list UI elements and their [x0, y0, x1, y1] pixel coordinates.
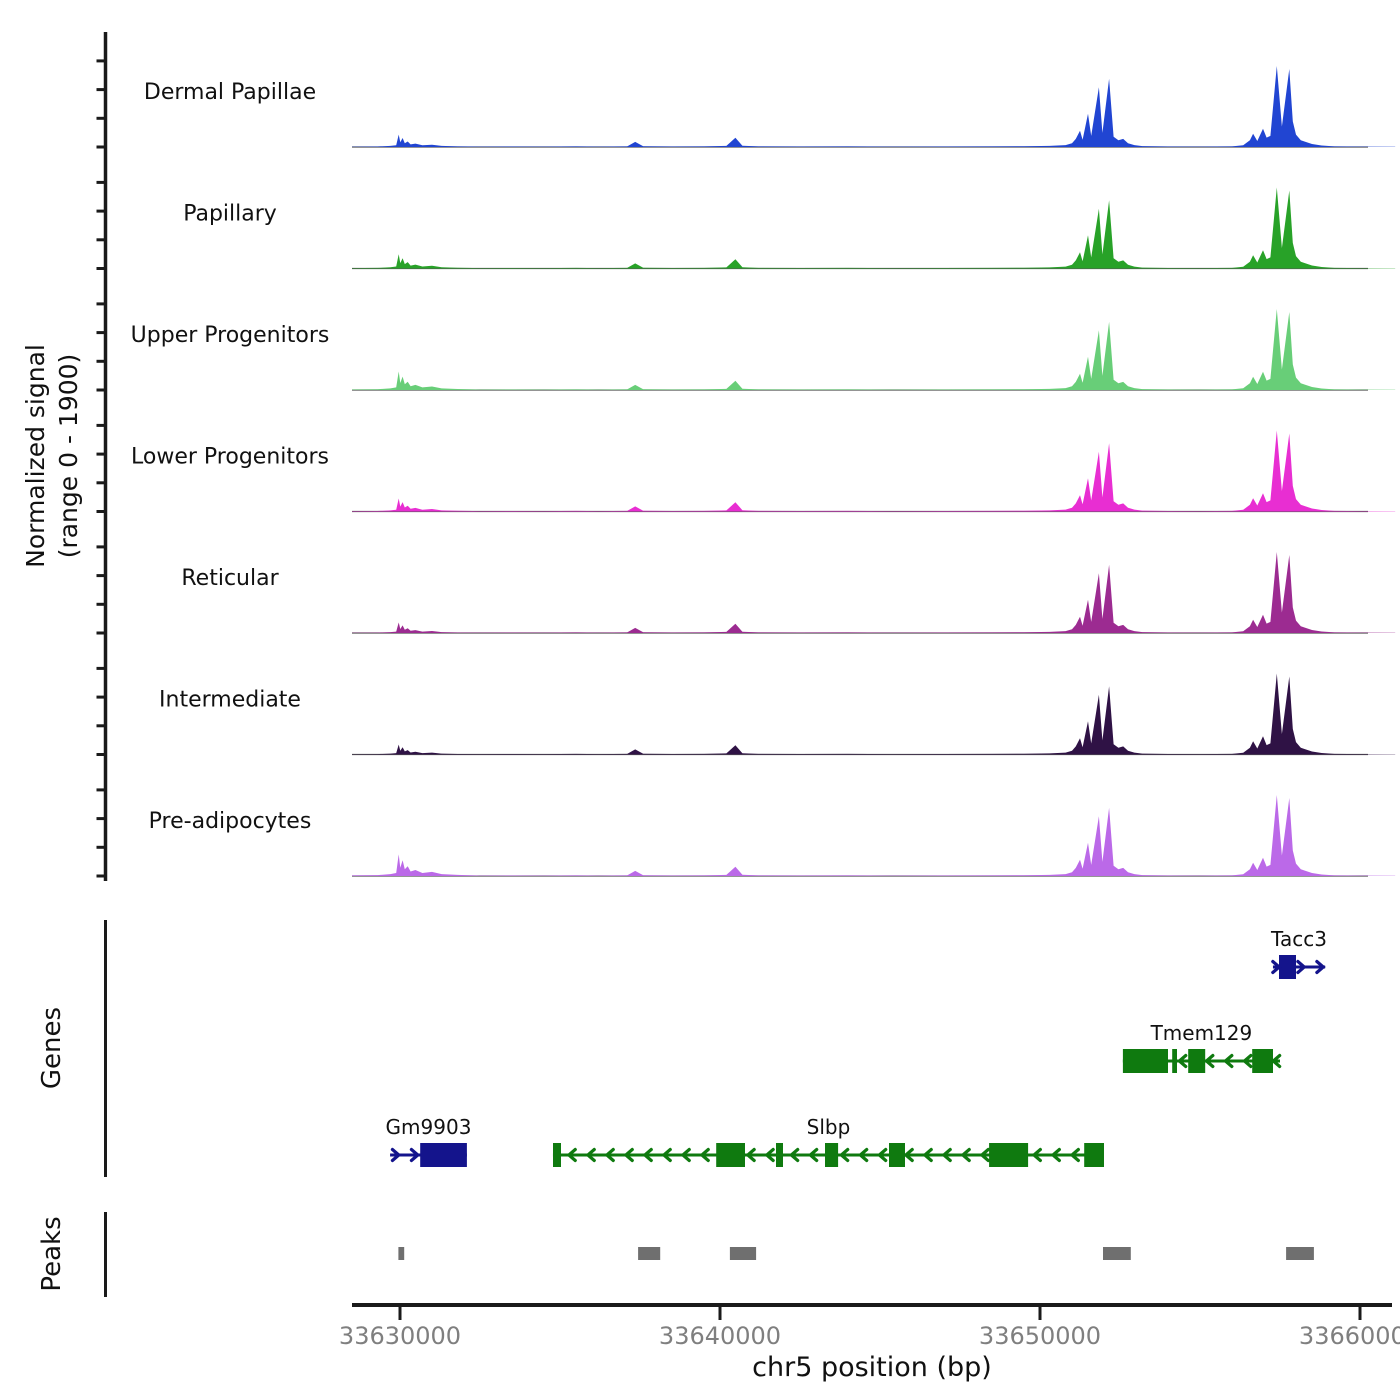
x-tick-label-33660000: 33660000: [1299, 1322, 1400, 1350]
signal-y-axis-ticks: [96, 59, 106, 878]
strand-arrow-icon: [838, 1147, 850, 1163]
strand-arrow-icon: [604, 1147, 615, 1163]
peak-rect: [398, 1247, 405, 1260]
genes-section-label: Genes: [37, 1007, 67, 1089]
strand-arrow-icon: [745, 1147, 756, 1163]
gene-gm9903: Gm9903: [386, 1115, 472, 1167]
signal-area-papillary: [352, 187, 1396, 269]
exon-box: [553, 1143, 561, 1167]
peak-intervals: [398, 1247, 1314, 1260]
exon-box: [889, 1143, 905, 1167]
track-label-upper-progenitors: Upper Progenitors: [131, 323, 330, 348]
signal-tracks: Dermal Papillae Papillary Upper Progenitor…: [131, 66, 1396, 877]
strand-arrow-icon: [699, 1147, 710, 1163]
x-axis-ticks: 33630000 33640000 33650000 33660000: [339, 1305, 1400, 1350]
strand-arrow-icon: [585, 1147, 596, 1163]
strand-arrow-icon: [1296, 959, 1307, 975]
strand-arrow-icon: [903, 1147, 914, 1163]
exon-box: [1252, 1049, 1273, 1073]
x-tick-label-33630000: 33630000: [339, 1322, 461, 1350]
gene-tacc3: Tacc3: [1270, 927, 1327, 979]
strand-arrow-icon: [1241, 1053, 1253, 1069]
strand-arrow-icon: [1203, 1053, 1215, 1069]
peak-rect: [638, 1247, 661, 1260]
strand-arrow-icon: [960, 1147, 971, 1163]
signal-area-upper-progenitors: [352, 309, 1396, 390]
strand-arrow-icon: [1176, 1053, 1188, 1069]
gene-label-gm9903: Gm9903: [386, 1115, 472, 1139]
strand-arrow-icon: [788, 1147, 800, 1163]
track-label-intermediate: Intermediate: [159, 688, 301, 713]
peak-rect: [1103, 1247, 1131, 1260]
exon-box: [420, 1143, 467, 1167]
signal-area-intermediate: [352, 673, 1396, 755]
exon-box: [1188, 1049, 1206, 1073]
track-label-lower-progenitors: Lower Progenitors: [131, 445, 329, 470]
strand-arrow-icon: [1069, 1147, 1080, 1163]
strand-arrow-icon: [807, 1147, 819, 1163]
gene-label-slbp: Slbp: [807, 1115, 851, 1139]
x-tick-label-33640000: 33640000: [659, 1322, 781, 1350]
strand-arrow-icon: [857, 1147, 869, 1163]
track-label-papillary: Papillary: [183, 202, 277, 227]
strand-arrow-icon: [876, 1147, 888, 1163]
strand-arrow-icon: [1050, 1147, 1061, 1163]
track-label-reticular: Reticular: [181, 566, 279, 591]
strand-arrow-icon: [390, 1147, 402, 1163]
x-tick-label-33650000: 33650000: [979, 1322, 1101, 1350]
y-axis-label-line1: Normalized signal: [21, 344, 50, 568]
strand-arrow-icon: [1315, 959, 1326, 975]
exon-box: [1172, 1049, 1177, 1073]
signal-area-dermal-papillae: [352, 66, 1396, 147]
signal-area-reticular: [352, 552, 1396, 633]
gene-models: Tacc3 Tmem129 Gm9903 Slbp: [386, 927, 1327, 1167]
track-label-dermal-papillae: Dermal Papillae: [144, 80, 316, 105]
exon-box: [776, 1143, 783, 1167]
strand-arrow-icon: [409, 1147, 421, 1163]
y-axis-label-line2: (range 0 - 1900): [54, 354, 83, 559]
strand-arrow-icon: [642, 1147, 653, 1163]
x-axis-title: chr5 position (bp): [752, 1352, 992, 1383]
exon-box: [1122, 1049, 1168, 1073]
gene-slbp: Slbp: [552, 1115, 1104, 1167]
strand-arrow-icon: [1270, 1053, 1282, 1069]
strand-arrow-icon: [623, 1147, 634, 1163]
strand-arrow-icon: [661, 1147, 672, 1163]
exon-box: [716, 1143, 745, 1167]
exon-box: [1279, 955, 1296, 979]
strand-arrow-icon: [680, 1147, 691, 1163]
gene-label-tmem129: Tmem129: [1150, 1021, 1253, 1045]
gene-tmem129: Tmem129: [1122, 1021, 1282, 1073]
gene-label-tacc3: Tacc3: [1270, 927, 1327, 951]
strand-arrow-icon: [941, 1147, 952, 1163]
strand-arrow-icon: [979, 1147, 990, 1163]
peaks-section-label: Peaks: [37, 1216, 67, 1291]
peak-rect: [1286, 1247, 1314, 1260]
exon-box: [1084, 1143, 1104, 1167]
strand-arrow-icon: [1222, 1053, 1234, 1069]
strand-arrow-icon: [922, 1147, 933, 1163]
strand-arrow-icon: [1271, 959, 1282, 975]
signal-area-pre-adipocytes: [352, 795, 1396, 876]
strand-arrow-icon: [1031, 1147, 1042, 1163]
signal-area-lower-progenitors: [352, 430, 1396, 512]
peak-rect: [729, 1247, 757, 1260]
exon-box: [989, 1143, 1029, 1167]
strand-arrow-icon: [566, 1147, 577, 1163]
exon-box: [825, 1143, 839, 1167]
track-label-pre-adipocytes: Pre-adipocytes: [149, 809, 312, 834]
strand-arrow-icon: [764, 1147, 775, 1163]
